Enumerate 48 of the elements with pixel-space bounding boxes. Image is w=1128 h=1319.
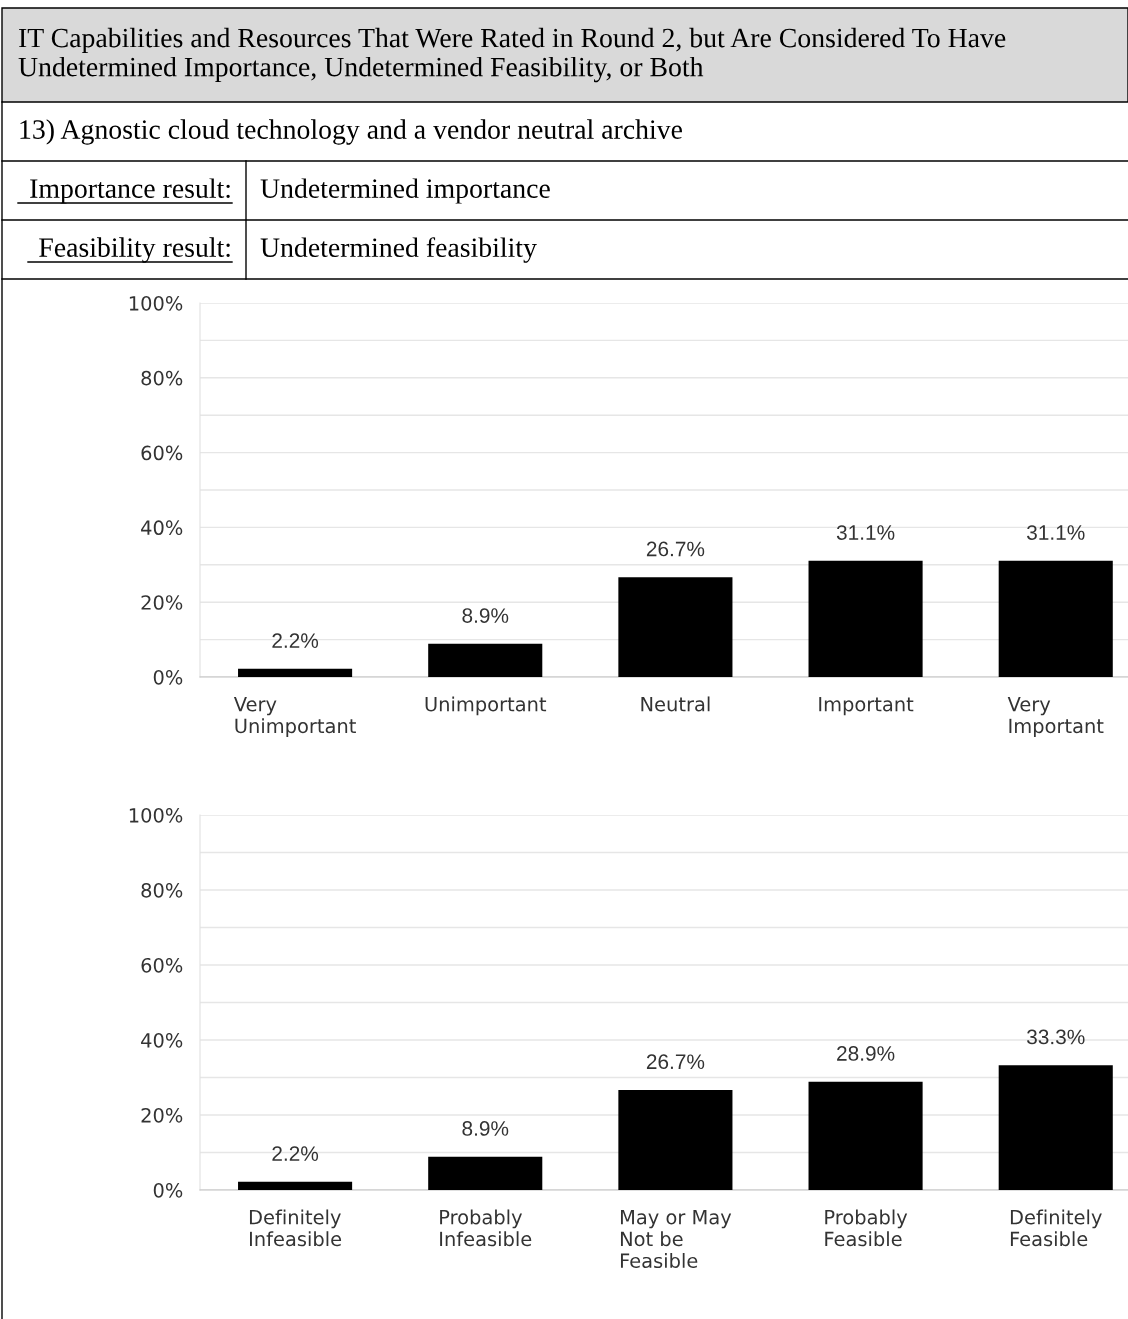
y-tick-label: 40% <box>141 520 183 536</box>
bar <box>618 1089 733 1190</box>
chart-title: IT Capabilities and Resources That Were Rated in Round 2, but Are Considered To Have Undetermined Importance, Undetermined Feasibility, or Both <box>18 27 1006 83</box>
y-tick-label: 80% <box>141 882 183 898</box>
y-tick-label: 100% <box>129 807 183 823</box>
data-label: 31.1% <box>836 525 895 540</box>
data-label: 2.2% <box>272 1146 319 1161</box>
x-tick-label: Unimportant <box>425 696 547 716</box>
bar <box>238 1181 353 1190</box>
bar <box>998 1065 1113 1190</box>
data-label: 8.9% <box>462 1121 509 1136</box>
y-tick-label: 60% <box>141 445 183 461</box>
data-label: 33.3% <box>1027 1029 1085 1045</box>
data-label: 26.7% <box>646 541 705 557</box>
y-tick-label: 20% <box>141 595 183 610</box>
text: Undetermined importance <box>260 178 550 204</box>
x-tick-label: Definitely Feasible <box>1010 1209 1102 1247</box>
data-label: 28.9% <box>837 1046 895 1061</box>
text: Importance result: <box>30 178 230 204</box>
x-tick-label: Probably Infeasible <box>440 1209 532 1247</box>
bar <box>808 560 923 677</box>
x-tick-label: May or May Not be Feasible <box>620 1210 732 1269</box>
chart-subtitle: 13) Agnostic cloud technology and a vendor neutral archive <box>20 119 682 145</box>
y-tick-label: 40% <box>141 1032 183 1048</box>
x-tick-label: Probably Feasible <box>825 1209 908 1247</box>
data-label: 26.7% <box>646 1054 705 1070</box>
data-label: 8.9% <box>462 608 509 623</box>
bar <box>808 1081 923 1190</box>
x-tick-label: Neutral <box>641 696 710 712</box>
y-tick-label: 0% <box>153 1182 183 1198</box>
data-label: 31.1% <box>1027 525 1085 540</box>
x-tick-label: Important <box>819 697 914 716</box>
text: Undetermined feasibility <box>260 237 537 263</box>
y-tick-label: 80% <box>141 370 183 386</box>
y-tick-label: 20% <box>141 1107 183 1123</box>
bar <box>998 560 1113 677</box>
y-tick-label: 100% <box>129 295 183 311</box>
x-tick-label: Very Important <box>1007 697 1104 738</box>
bar <box>618 577 733 677</box>
bar <box>238 668 353 677</box>
x-tick-label: Definitely Infeasible <box>249 1209 342 1247</box>
y-tick-label: 0% <box>153 669 183 685</box>
data-label: 2.2% <box>272 633 319 648</box>
x-tick-label: Very Unimportant <box>233 697 356 738</box>
y-tick-label: 60% <box>141 957 183 973</box>
text: Feasibility result: <box>39 237 230 263</box>
bar <box>428 643 543 677</box>
bar <box>428 1156 543 1190</box>
